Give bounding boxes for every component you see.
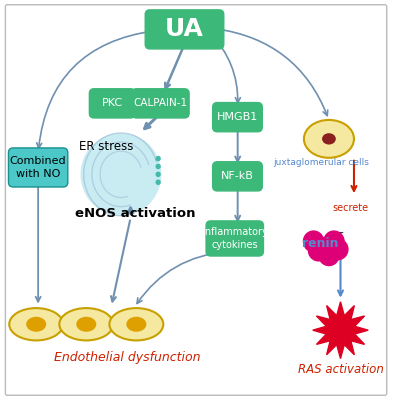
- Text: RAS activation: RAS activation: [297, 363, 383, 376]
- Circle shape: [156, 156, 161, 161]
- Circle shape: [327, 238, 348, 260]
- Ellipse shape: [76, 317, 96, 332]
- FancyBboxPatch shape: [6, 5, 387, 395]
- Text: UA: UA: [165, 18, 204, 42]
- Text: renin: renin: [302, 237, 339, 250]
- Text: Endothelial dysfunction: Endothelial dysfunction: [53, 351, 200, 364]
- Ellipse shape: [9, 308, 63, 340]
- Circle shape: [156, 164, 161, 169]
- Text: HMGB1: HMGB1: [217, 112, 258, 122]
- Text: -: -: [338, 226, 343, 240]
- Polygon shape: [313, 302, 368, 358]
- Ellipse shape: [80, 133, 162, 216]
- Text: CALPAIN-1: CALPAIN-1: [133, 98, 187, 108]
- FancyBboxPatch shape: [132, 89, 189, 118]
- Ellipse shape: [304, 120, 354, 158]
- Ellipse shape: [126, 317, 147, 332]
- Text: juxtaglomerular cells: juxtaglomerular cells: [273, 158, 369, 167]
- Text: NF-kB: NF-kB: [221, 171, 254, 181]
- FancyBboxPatch shape: [8, 148, 68, 187]
- Ellipse shape: [322, 133, 336, 144]
- Circle shape: [156, 180, 161, 185]
- Text: Combined
with NO: Combined with NO: [10, 156, 67, 179]
- Ellipse shape: [109, 308, 163, 340]
- Text: secrete: secrete: [332, 203, 368, 213]
- FancyBboxPatch shape: [206, 221, 263, 256]
- FancyBboxPatch shape: [89, 89, 135, 118]
- Ellipse shape: [26, 317, 46, 332]
- Circle shape: [318, 244, 340, 266]
- FancyBboxPatch shape: [213, 162, 262, 191]
- Text: eNOS activation: eNOS activation: [75, 207, 195, 220]
- Circle shape: [313, 237, 335, 259]
- Circle shape: [308, 240, 329, 262]
- Text: Inflammatory
cytokines: Inflammatory cytokines: [202, 227, 268, 250]
- Text: ER stress: ER stress: [78, 140, 133, 153]
- FancyBboxPatch shape: [213, 102, 262, 132]
- Text: PKC: PKC: [102, 98, 123, 108]
- Circle shape: [156, 172, 161, 177]
- FancyBboxPatch shape: [145, 10, 224, 49]
- Circle shape: [303, 230, 324, 252]
- Circle shape: [323, 230, 345, 252]
- Ellipse shape: [59, 308, 113, 340]
